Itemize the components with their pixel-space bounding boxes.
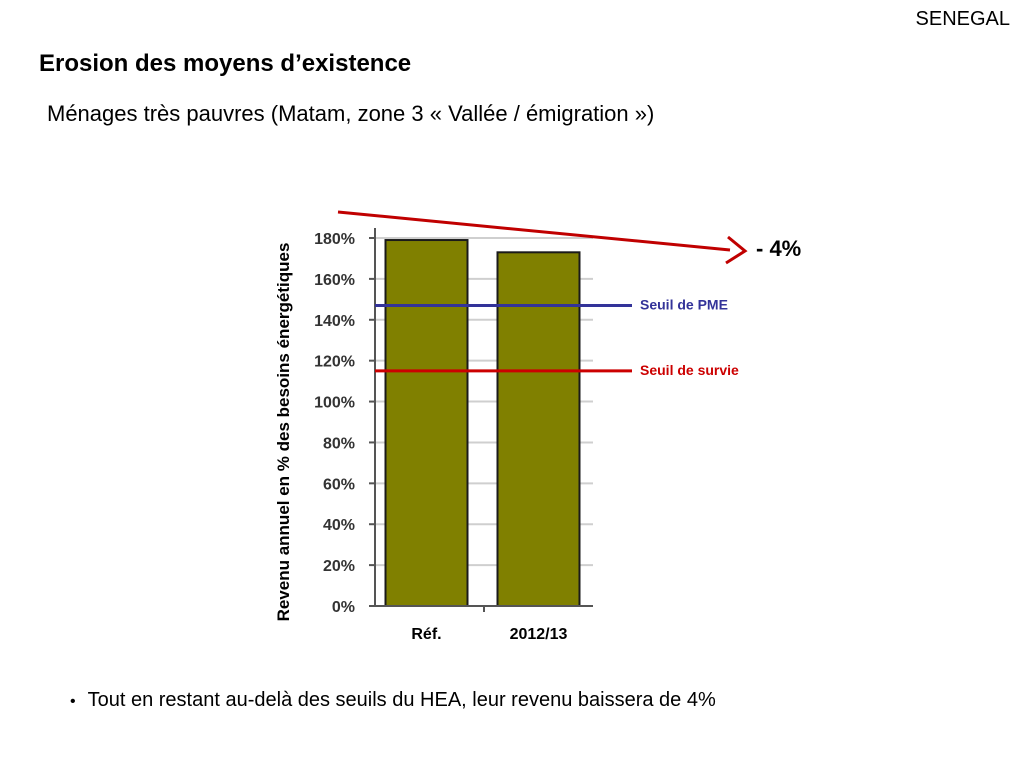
slide-title: Erosion des moyens d’existence (39, 50, 412, 77)
y-axis-label: Revenu annuel en % des besoins énergétiq… (274, 243, 293, 622)
y-ticks: 0% 20% 40% 60% 80% 100% 120% 140% 160% 180% (314, 231, 375, 616)
threshold-label: Seuil de survie (640, 362, 739, 378)
x-tick-label: Réf. (411, 626, 441, 643)
trend-annotation: - 4% (337, 210, 801, 265)
y-tick-label: 140% (314, 313, 355, 330)
y-tick-label: 20% (323, 558, 355, 575)
bullet-dot-icon: • (70, 693, 76, 710)
y-tick-label: 160% (314, 272, 355, 289)
trend-arrow-line (337, 210, 731, 252)
x-tick-label: 2012/13 (510, 626, 568, 643)
y-tick-label: 180% (314, 231, 355, 248)
y-tick-label: 80% (323, 435, 355, 452)
bullet-text: Tout en restant au-delà des seuils du HE… (87, 689, 716, 711)
y-tick-label: 100% (314, 395, 355, 412)
y-tick-label: 40% (323, 517, 355, 534)
y-tick-label: 0% (332, 599, 355, 616)
bars (384, 239, 581, 608)
trend-annotation-label: - 4% (756, 236, 801, 261)
country-label: SENEGAL (915, 8, 1010, 30)
bullet-point: • Tout en restant au-delà des seuils du … (70, 689, 716, 712)
x-tick-labels: Réf. 2012/13 (411, 606, 568, 643)
y-tick-label: 120% (314, 354, 355, 371)
threshold-label: Seuil de PME (640, 296, 728, 312)
bar (384, 239, 469, 608)
trend-arrow-head (725, 235, 748, 265)
y-tick-label: 60% (323, 476, 355, 493)
threshold-lines: Seuil de PME Seuil de survie (375, 296, 739, 378)
bar (496, 251, 581, 608)
slide-subtitle: Ménages très pauvres (Matam, zone 3 « Va… (47, 101, 655, 126)
